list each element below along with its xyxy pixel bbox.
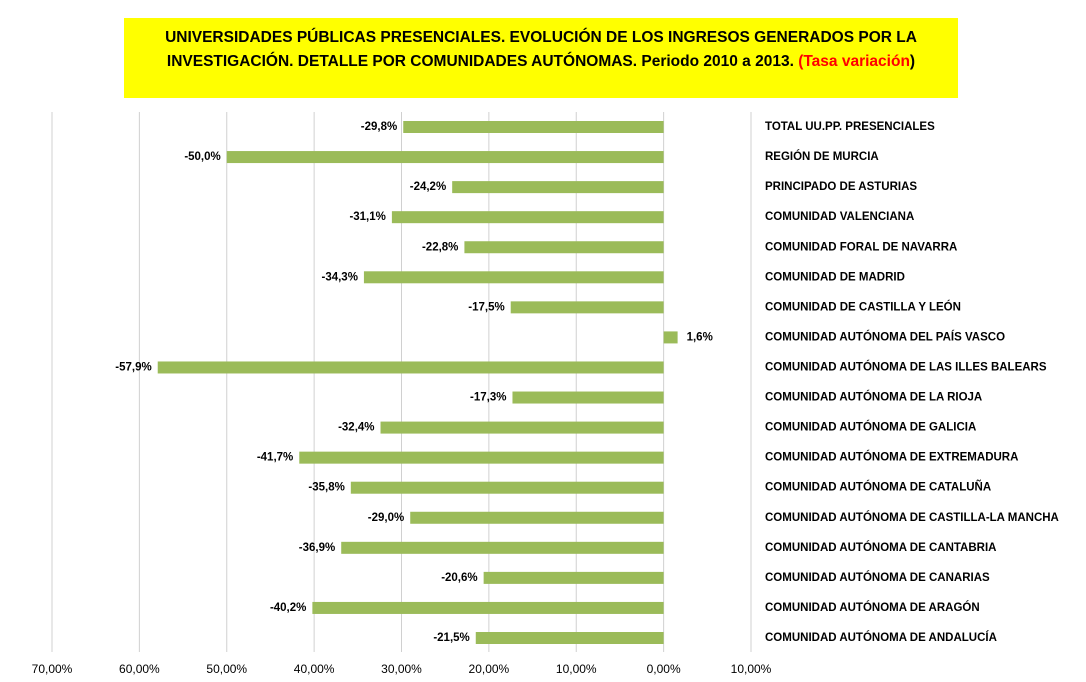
data-label: -17,3% (470, 392, 506, 404)
bar (363, 271, 664, 284)
bar (157, 361, 664, 374)
data-label: -17,5% (468, 301, 504, 313)
x-tick-label: 30,00% (381, 662, 422, 676)
category-label: REGIÓN DE MURCIA (765, 150, 879, 163)
bar (350, 481, 664, 494)
data-label: -35,8% (308, 482, 344, 494)
bar (510, 301, 664, 314)
bar (403, 121, 664, 133)
data-label: -40,2% (270, 602, 306, 614)
data-label: -20,6% (441, 572, 477, 584)
bar (391, 211, 664, 224)
category-label: TOTAL UU.PP. PRESENCIALES (765, 121, 935, 133)
category-label: COMUNIDAD AUTÓNOMA DE ARAGÓN (765, 601, 980, 614)
x-tick-label: 70,00% (32, 662, 73, 676)
bar (299, 451, 664, 464)
chart-title: UNIVERSIDADES PÚBLICAS PRESENCIALES. EVO… (124, 18, 958, 98)
data-label: -22,8% (422, 241, 458, 253)
category-label: COMUNIDAD AUTÓNOMA DE LAS ILLES BALEARS (765, 361, 1047, 374)
bar (663, 331, 678, 344)
bar (452, 181, 664, 194)
title-highlight: (Tasa variación (798, 53, 910, 70)
title-text: UNIVERSIDADES PÚBLICAS PRESENCIALES. EVO… (165, 29, 917, 70)
title-close: ) (909, 53, 916, 70)
category-label: COMUNIDAD AUTÓNOMA DE CATALUÑA (765, 481, 991, 494)
bar (226, 151, 664, 164)
x-tick-label: 50,00% (206, 662, 247, 676)
bar (410, 511, 664, 524)
category-label: COMUNIDAD AUTÓNOMA DEL PAÍS VASCO (765, 330, 1005, 343)
x-tick-label: 0,00% (647, 662, 681, 676)
data-label: -31,1% (349, 211, 385, 223)
data-label: 1,6% (687, 331, 713, 343)
bar (312, 601, 664, 614)
category-label: COMUNIDAD AUTÓNOMA DE EXTREMADURA (765, 451, 1018, 464)
x-tick-label: 10,00% (556, 662, 597, 676)
x-tick-label: 20,00% (469, 662, 510, 676)
category-label: COMUNIDAD AUTÓNOMA DE ANDALUCÍA (765, 631, 997, 644)
bar (341, 541, 664, 554)
category-label: COMUNIDAD VALENCIANA (765, 211, 914, 223)
data-label: -57,9% (115, 362, 151, 374)
data-label: -34,3% (321, 271, 357, 283)
bar (512, 391, 664, 404)
data-label: -32,4% (338, 422, 374, 434)
category-label: COMUNIDAD AUTÓNOMA DE CANTABRIA (765, 541, 996, 554)
category-label: COMUNIDAD FORAL DE NAVARRA (765, 241, 957, 253)
data-label: -21,5% (433, 632, 469, 644)
x-tick-label: 10,00% (731, 662, 772, 676)
category-label: COMUNIDAD DE CASTILLA Y LEÓN (765, 300, 961, 313)
data-label: -36,9% (299, 542, 335, 554)
data-label: -41,7% (257, 452, 293, 464)
category-label: COMUNIDAD AUTÓNOMA DE LA RIOJA (765, 391, 982, 404)
bar (464, 241, 664, 254)
category-label: COMUNIDAD DE MADRID (765, 271, 905, 283)
data-label: -24,2% (410, 181, 446, 193)
category-label: COMUNIDAD AUTÓNOMA DE CASTILLA-LA MANCHA (765, 511, 1059, 524)
data-label: -29,8% (361, 121, 397, 133)
bar (380, 421, 664, 434)
bar (475, 632, 664, 644)
category-label: COMUNIDAD AUTÓNOMA DE GALICIA (765, 421, 976, 434)
x-tick-label: 60,00% (119, 662, 160, 676)
category-label: COMUNIDAD AUTÓNOMA DE CANARIAS (765, 571, 990, 584)
x-tick-label: 40,00% (294, 662, 335, 676)
data-label: -29,0% (368, 512, 404, 524)
data-label: -50,0% (184, 151, 220, 163)
category-label: PRINCIPADO DE ASTURIAS (765, 181, 917, 193)
bar (483, 571, 664, 584)
